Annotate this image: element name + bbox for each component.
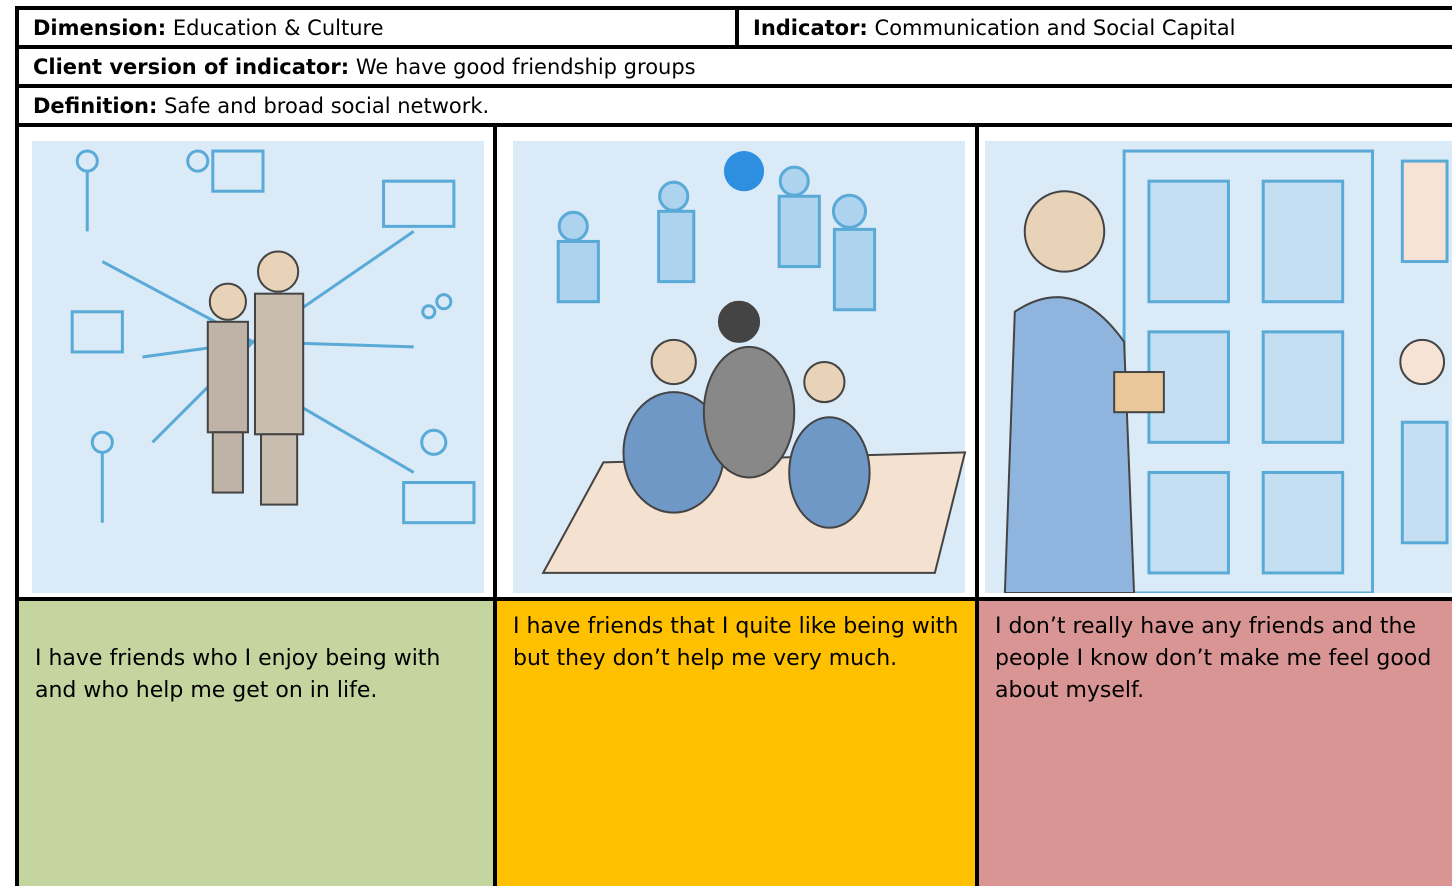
level-text: I don’t really have any friends and the …	[995, 614, 1432, 703]
client-version-cell: Client version of indicator: We have goo…	[15, 45, 1452, 86]
dimension-cell: Dimension: Education & Culture	[15, 6, 739, 47]
indicator-cell: Indicator: Communication and Social Capi…	[735, 6, 1452, 47]
level-text: I have friends who I enjoy being with an…	[35, 646, 441, 703]
value: Safe and broad social network.	[164, 94, 490, 118]
illustration-network	[32, 141, 484, 593]
label: Indicator:	[753, 16, 868, 40]
value: Communication and Social Capital	[874, 16, 1236, 40]
value: Education & Culture	[172, 16, 384, 40]
level-red: I don’t really have any friends and the …	[975, 597, 1452, 886]
level-text: I have friends that I quite like being w…	[513, 614, 959, 671]
level-green: I have friends who I enjoy being with an…	[15, 597, 495, 886]
illustration-door	[985, 141, 1452, 593]
level-amber: I have friends that I quite like being w…	[493, 597, 977, 886]
label: Dimension:	[33, 16, 167, 40]
label: Client version of indicator:	[33, 55, 350, 79]
illustration-cell	[15, 123, 495, 599]
label: Definition:	[33, 94, 158, 118]
illustration-cell	[975, 123, 1452, 599]
illustration-cell	[493, 123, 977, 599]
illustration-excluded	[513, 141, 967, 593]
value: We have good friendship groups	[355, 55, 696, 79]
definition-cell: Definition: Safe and broad social networ…	[15, 84, 1452, 125]
